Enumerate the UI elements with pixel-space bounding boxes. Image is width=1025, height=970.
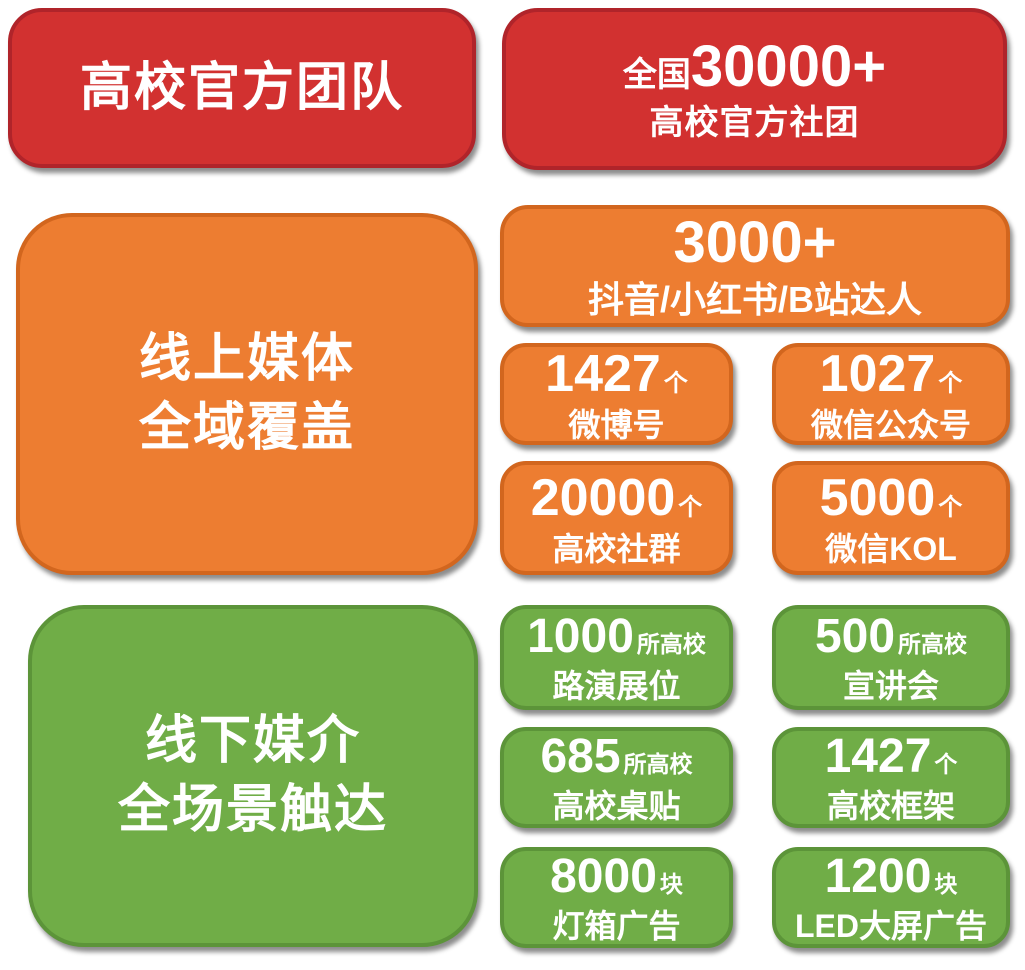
roadshow-number: 1000 [527,610,634,663]
official-team-title-box: 高校官方团队 [8,8,476,168]
led-screen-number: 1200 [824,850,932,903]
stat-cell-official-clubs: 全国30000+ 高校官方社团 [502,8,1007,170]
online-media-title: 线上媒体 全域覆盖 [139,325,355,462]
led-screen-label: LED大屏广告 [794,908,987,944]
desk-sticker-unit: 所高校 [623,751,693,777]
official-clubs-label: 高校官方社团 [649,104,860,142]
online-media-title-box: 线上媒体 全域覆盖 [16,213,478,575]
offline-media-title-box: 线下媒介 全场景触达 [28,605,478,947]
official-clubs-number-line: 全国30000+ [623,38,886,96]
wechat-kol-label: 微信KOL [825,530,957,567]
info-session-number: 500 [814,610,896,663]
weibo-label: 微博号 [568,406,665,443]
lightbox-number: 8000 [550,850,657,903]
stat-cell-campus-groups: 20000 个 高校社群 [500,461,733,575]
lightbox-label: 灯箱广告 [552,908,681,944]
wechat-kol-number: 5000 [819,468,936,527]
stat-cell-roadshow-booth: 1000 所高校 路演展位 [500,605,733,710]
offline-media-title: 线下媒介 全场景触达 [118,707,388,844]
official-clubs-number: 30000+ [690,34,887,99]
roadshow-unit: 所高校 [636,631,706,657]
stat-cell-lightbox-ads: 8000 块 灯箱广告 [500,847,733,948]
campus-frame-label: 高校框架 [826,788,955,824]
stat-cell-info-session: 500 所高校 宣讲会 [772,605,1010,710]
campus-groups-label: 高校社群 [552,530,681,567]
influencers-number: 3000+ [673,210,837,275]
stat-cell-desk-sticker: 685 所高校 高校桌贴 [500,727,733,828]
stat-cell-wechat-kol: 5000 个 微信KOL [772,461,1010,575]
stat-cell-wechat-official: 1027 个 微信公众号 [772,343,1010,445]
wechat-official-unit: 个 [938,369,963,397]
roadshow-label: 路演展位 [552,668,681,704]
stat-cell-weibo: 1427 个 微博号 [500,343,733,445]
wechat-kol-unit: 个 [938,493,963,521]
weibo-number: 1427 [545,344,661,403]
offline-media-title-line2: 全场景触达 [117,781,388,839]
online-media-title-line1: 线上媒体 [138,330,355,389]
desk-sticker-number: 685 [540,730,621,783]
stat-cell-campus-frame: 1427 个 高校框架 [772,727,1010,828]
campus-frame-unit: 个 [934,751,958,777]
weibo-unit: 个 [663,369,688,397]
led-screen-unit: 块 [934,871,958,897]
official-team-title: 高校官方团队 [79,58,404,117]
wechat-official-number: 1027 [819,344,936,403]
influencers-label: 抖音/小红书/B站达人 [587,279,922,320]
info-session-label: 宣讲会 [842,668,939,704]
campus-groups-unit: 个 [678,493,703,521]
lightbox-unit: 块 [659,871,683,897]
stat-cell-led-screen-ads: 1200 块 LED大屏广告 [772,847,1010,948]
campus-groups-number: 20000 [530,468,676,527]
stat-cell-douyin-xiaohongshu-bilibili: 3000+ 抖音/小红书/B站达人 [500,205,1010,327]
online-media-title-line2: 全域覆盖 [138,399,355,457]
desk-sticker-label: 高校桌贴 [552,788,681,824]
info-session-unit: 所高校 [898,631,968,657]
offline-media-title-line1: 线下媒介 [144,712,361,771]
wechat-official-label: 微信公众号 [810,406,971,443]
campus-frame-number: 1427 [824,730,932,783]
official-clubs-prefix: 全国 [622,56,691,94]
